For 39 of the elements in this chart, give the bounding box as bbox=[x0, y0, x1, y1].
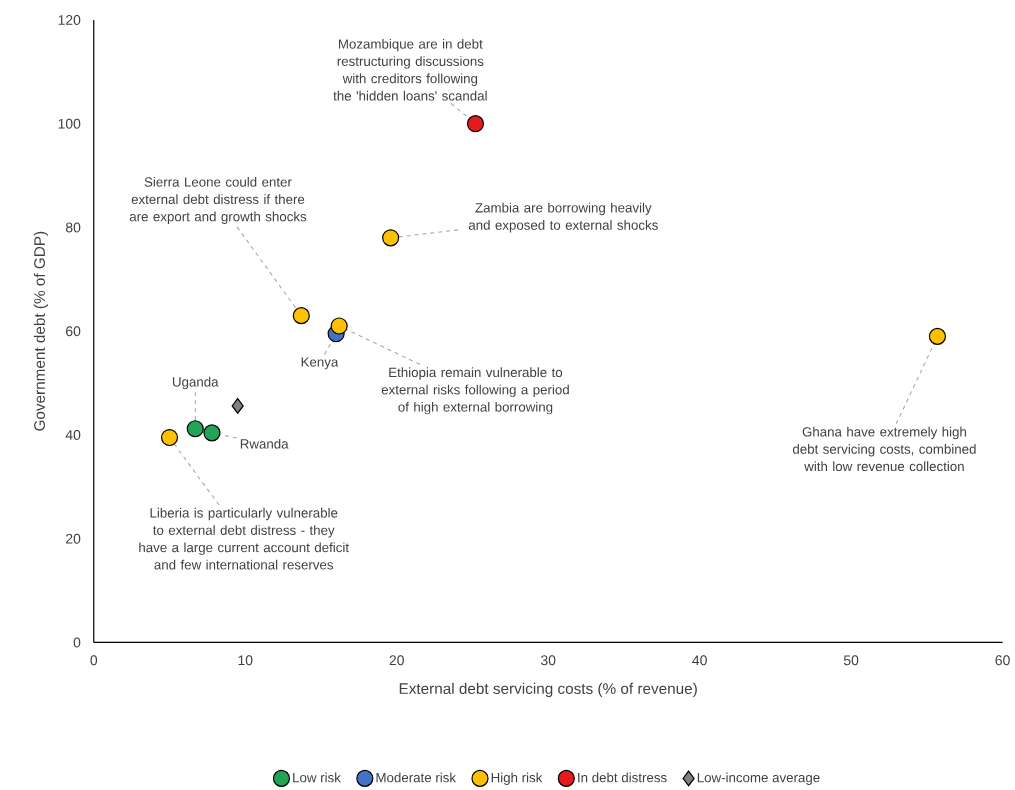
point bbox=[330, 317, 348, 335]
y-tick-label: 40 bbox=[65, 430, 81, 441]
y-tick-label: 100 bbox=[58, 118, 81, 129]
x-tick-label: 50 bbox=[843, 655, 859, 666]
annotation: Sierra Leone could enter external debt distress if there are export and growth shocks bbox=[129, 177, 307, 225]
x-tick-label: 20 bbox=[389, 655, 404, 666]
point bbox=[928, 328, 947, 346]
y-tick-label: 0 bbox=[73, 637, 81, 648]
point bbox=[466, 115, 485, 133]
legend-label: Low risk bbox=[293, 772, 341, 783]
y-tick-label: 60 bbox=[66, 326, 81, 337]
x-tick-label: 0 bbox=[90, 655, 98, 666]
point bbox=[382, 229, 400, 247]
legend-label: In debt distress bbox=[578, 772, 667, 783]
annotation: Kenya bbox=[301, 357, 339, 370]
y-tick-label: 20 bbox=[66, 533, 81, 544]
annotation: Ghana have extremely high debt servicing costs, combined with low revenue collection bbox=[792, 426, 976, 472]
annotation: Mozambique are in debt restructuring discussions with creditors following the 'hidden loans' scandal bbox=[333, 39, 487, 101]
x-tick-label: 60 bbox=[995, 655, 1010, 666]
x-axis-title: External debt servicing costs (% of revenue) bbox=[399, 683, 697, 698]
annotation: Ethiopia remain vulnerable to external risks following a period of high external borrowing bbox=[381, 367, 569, 415]
y-tick-label: 80 bbox=[65, 222, 81, 233]
point bbox=[231, 398, 244, 415]
point bbox=[186, 420, 204, 438]
annotation: Zambia are borrowing heavily and exposed to external shocks bbox=[468, 202, 658, 233]
x-tick-label: 10 bbox=[238, 655, 253, 666]
x-tick-label: 40 bbox=[692, 655, 707, 666]
point bbox=[203, 424, 221, 442]
legend-label: Moderate risk bbox=[376, 772, 457, 783]
x-tick-label: 30 bbox=[540, 655, 556, 666]
legend-label: High risk bbox=[491, 772, 543, 786]
annotation: Uganda bbox=[172, 377, 219, 390]
y-tick-label: 120 bbox=[58, 15, 81, 26]
annotation: Rwanda bbox=[240, 439, 289, 449]
y-axis-title: Government debt (% of GDP) bbox=[33, 232, 48, 431]
legend-label: Low-income average bbox=[697, 772, 820, 786]
point bbox=[292, 307, 310, 325]
annotation: Liberia is particularly vulnerable to external debt distress - they have a large current account deficit and few international reserves bbox=[139, 508, 349, 570]
point bbox=[160, 429, 179, 447]
